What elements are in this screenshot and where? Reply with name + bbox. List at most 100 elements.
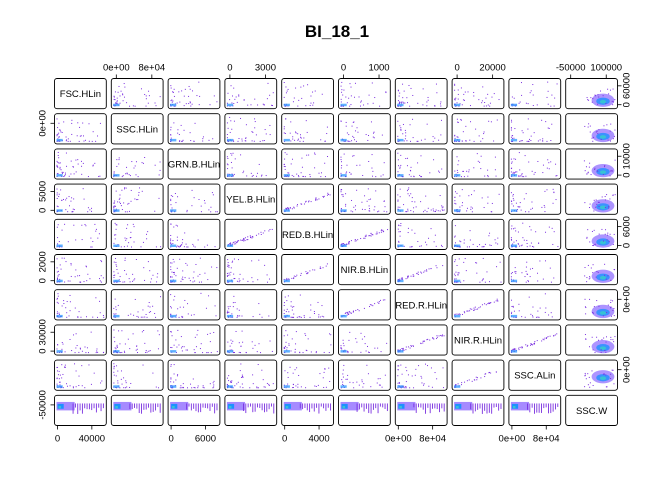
data-point — [210, 211, 212, 213]
data-point — [361, 403, 363, 408]
data-point — [402, 133, 404, 135]
data-point — [70, 200, 72, 202]
data-point — [312, 104, 314, 106]
data-point — [230, 267, 232, 269]
data-point — [589, 207, 591, 209]
panel-NIR.R.HLin-vs-NIR.R.HLin: NIR.R.HLin — [451, 324, 505, 356]
data-point — [135, 161, 137, 163]
panel-GRN.B.HLin-vs-NIR.B.HLin — [338, 148, 391, 180]
data-point — [401, 101, 403, 103]
data-point — [170, 307, 172, 309]
diagonal-label-NIR.B.HLin: NIR.B.HLin — [341, 265, 389, 276]
bottom-tick-label: 40000 — [79, 434, 105, 445]
data-point — [61, 348, 63, 350]
data-point — [240, 363, 242, 365]
data-point — [315, 351, 317, 353]
data-point — [124, 270, 126, 272]
density-region — [340, 103, 347, 107]
data-point — [63, 303, 65, 305]
data-point — [443, 387, 445, 389]
data-point — [471, 211, 473, 213]
data-point — [170, 243, 172, 245]
data-point — [58, 136, 60, 138]
data-point — [614, 336, 616, 338]
data-point — [400, 154, 402, 156]
data-point — [173, 364, 175, 366]
panel-RED.R.HLin-vs-FSC.HLin — [54, 289, 107, 321]
data-point — [284, 158, 286, 160]
data-point — [369, 210, 371, 212]
density-region — [510, 244, 518, 247]
data-point — [58, 370, 60, 372]
data-point — [181, 140, 183, 142]
data-point — [443, 209, 445, 211]
panel-frame — [167, 78, 221, 110]
data-point — [357, 239, 359, 241]
panel-SSC.ALin-vs-NIR.B.HLin — [338, 359, 391, 391]
density-region — [454, 401, 473, 411]
data-point — [478, 307, 480, 309]
panel-YEL.B.HLin-vs-GRN.B.HLin — [167, 183, 221, 215]
data-point — [437, 210, 439, 212]
data-point — [193, 403, 195, 409]
data-point — [454, 170, 456, 172]
data-point — [177, 308, 179, 310]
data-point — [306, 131, 308, 133]
data-point — [354, 240, 356, 242]
panel-frame — [54, 78, 107, 110]
data-point — [194, 122, 196, 124]
data-point — [197, 385, 199, 387]
data-point — [372, 175, 374, 177]
data-point — [301, 203, 303, 205]
data-point — [283, 96, 285, 98]
data-point — [300, 136, 302, 138]
data-point — [286, 90, 288, 92]
data-point — [120, 378, 122, 380]
data-point — [56, 198, 58, 200]
data-point — [113, 307, 115, 309]
data-point — [307, 271, 309, 273]
data-point — [63, 300, 65, 302]
data-point — [243, 99, 245, 101]
data-point — [553, 105, 555, 107]
data-point — [75, 159, 77, 161]
data-point — [360, 100, 362, 102]
data-point — [233, 103, 235, 105]
data-point — [117, 380, 119, 382]
data-point — [196, 95, 198, 97]
data-point — [456, 169, 458, 171]
point-cloud — [454, 153, 497, 178]
data-point — [611, 369, 613, 371]
data-point — [313, 403, 315, 412]
data-point — [360, 101, 362, 103]
data-point — [120, 370, 122, 372]
data-point — [363, 104, 365, 106]
data-point — [403, 140, 405, 142]
data-point — [590, 97, 592, 99]
data-point — [397, 208, 399, 210]
data-point — [293, 313, 295, 315]
data-point — [228, 308, 230, 310]
data-point — [145, 95, 147, 97]
data-point — [374, 303, 376, 305]
data-point — [518, 245, 520, 247]
panel-SSC.HLin-vs-SSC.ALin — [508, 113, 562, 145]
data-point — [255, 134, 257, 136]
data-point — [264, 403, 265, 413]
data-point — [399, 102, 401, 104]
data-point — [544, 211, 546, 213]
data-point — [536, 403, 538, 413]
data-point — [607, 275, 609, 277]
data-point — [56, 301, 58, 303]
data-point — [401, 278, 403, 280]
right-tick-label: 0 — [622, 102, 633, 107]
point-cloud — [454, 118, 498, 142]
data-point — [527, 344, 529, 346]
data-point — [482, 138, 484, 140]
data-point — [584, 374, 586, 376]
data-point — [96, 348, 98, 350]
data-point — [58, 378, 60, 380]
data-point — [301, 97, 303, 99]
data-point — [400, 127, 402, 129]
data-point — [256, 351, 258, 353]
